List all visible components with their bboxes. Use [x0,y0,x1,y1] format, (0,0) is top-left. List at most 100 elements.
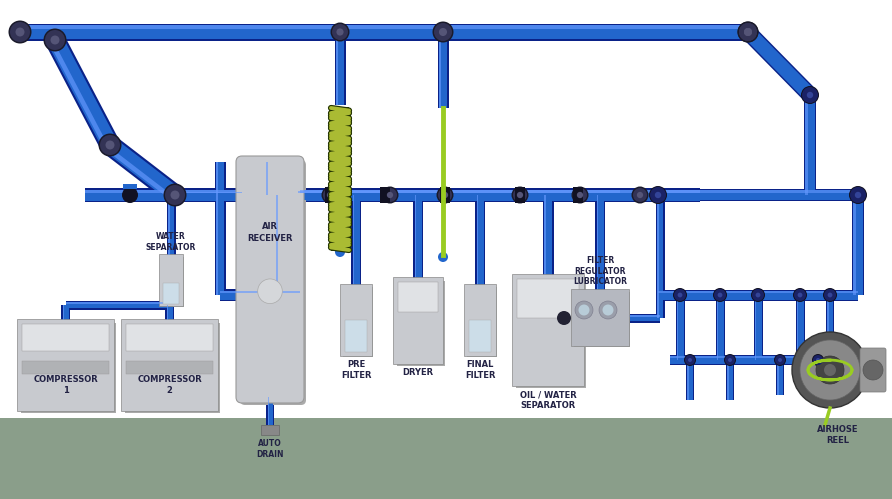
FancyBboxPatch shape [22,360,109,374]
FancyBboxPatch shape [214,162,226,295]
Circle shape [824,364,836,376]
FancyBboxPatch shape [437,32,449,108]
FancyBboxPatch shape [17,319,114,411]
FancyBboxPatch shape [220,290,300,299]
FancyBboxPatch shape [126,360,213,374]
FancyBboxPatch shape [727,360,729,400]
FancyBboxPatch shape [168,195,174,255]
Circle shape [775,355,785,365]
FancyBboxPatch shape [670,355,818,365]
Circle shape [823,288,837,302]
Circle shape [170,191,179,200]
FancyBboxPatch shape [544,195,552,275]
FancyBboxPatch shape [658,290,858,293]
FancyBboxPatch shape [276,195,278,295]
FancyBboxPatch shape [62,305,69,320]
FancyBboxPatch shape [805,95,815,195]
Circle shape [855,192,861,198]
FancyBboxPatch shape [595,195,605,290]
FancyBboxPatch shape [298,191,390,193]
FancyBboxPatch shape [398,282,438,312]
FancyBboxPatch shape [345,320,367,351]
Circle shape [800,340,860,400]
FancyBboxPatch shape [658,189,858,201]
FancyBboxPatch shape [216,162,224,295]
FancyBboxPatch shape [169,302,171,308]
FancyBboxPatch shape [755,295,762,360]
FancyBboxPatch shape [439,32,447,108]
Text: AIRHOSE
REEL: AIRHOSE REEL [817,425,859,445]
FancyBboxPatch shape [162,257,184,307]
FancyBboxPatch shape [266,397,274,425]
Circle shape [813,355,823,365]
FancyBboxPatch shape [168,195,169,255]
FancyBboxPatch shape [777,360,779,395]
Circle shape [806,92,814,98]
FancyBboxPatch shape [658,190,858,200]
Text: DRYER: DRYER [402,368,434,377]
Circle shape [714,289,726,301]
FancyBboxPatch shape [467,287,497,357]
Circle shape [632,187,648,204]
Circle shape [44,28,67,51]
FancyBboxPatch shape [805,95,808,195]
FancyBboxPatch shape [266,162,268,195]
FancyBboxPatch shape [21,323,116,413]
FancyBboxPatch shape [165,305,174,320]
FancyBboxPatch shape [393,277,443,364]
FancyBboxPatch shape [300,190,620,193]
FancyBboxPatch shape [656,195,665,318]
FancyBboxPatch shape [167,305,172,320]
FancyBboxPatch shape [352,195,359,285]
FancyBboxPatch shape [776,360,784,395]
Circle shape [863,360,883,380]
Circle shape [387,192,393,198]
Circle shape [685,355,695,365]
FancyBboxPatch shape [797,295,798,360]
FancyBboxPatch shape [20,23,748,40]
FancyBboxPatch shape [167,195,176,255]
Circle shape [15,27,24,36]
FancyBboxPatch shape [670,356,818,358]
FancyBboxPatch shape [440,187,450,203]
FancyBboxPatch shape [515,187,525,203]
Circle shape [633,188,647,202]
Circle shape [573,188,587,202]
FancyBboxPatch shape [125,323,220,413]
Circle shape [678,292,682,297]
Circle shape [439,28,447,36]
Circle shape [323,188,337,202]
FancyBboxPatch shape [413,195,423,278]
FancyBboxPatch shape [274,195,286,295]
Circle shape [739,23,757,41]
FancyBboxPatch shape [827,295,833,332]
Circle shape [575,301,593,319]
Circle shape [738,21,758,42]
FancyBboxPatch shape [815,360,821,395]
Circle shape [433,21,453,42]
FancyBboxPatch shape [597,195,604,290]
Circle shape [744,28,752,36]
FancyBboxPatch shape [380,187,390,203]
FancyBboxPatch shape [755,295,756,360]
FancyBboxPatch shape [826,295,834,332]
FancyBboxPatch shape [182,190,242,200]
Circle shape [849,186,867,204]
Circle shape [105,141,114,150]
FancyBboxPatch shape [469,320,491,351]
FancyBboxPatch shape [159,254,183,306]
FancyBboxPatch shape [336,32,344,105]
FancyBboxPatch shape [300,189,620,202]
Circle shape [673,288,687,302]
Circle shape [778,358,782,362]
FancyBboxPatch shape [274,195,286,295]
Circle shape [511,187,528,204]
FancyBboxPatch shape [415,195,417,278]
Circle shape [336,28,343,35]
Circle shape [165,185,185,205]
Text: WATER
SEPARATOR: WATER SEPARATOR [145,232,196,252]
FancyBboxPatch shape [542,195,554,275]
Text: COMPRESSOR
1: COMPRESSOR 1 [33,375,98,395]
FancyBboxPatch shape [216,162,219,295]
FancyBboxPatch shape [716,295,718,360]
